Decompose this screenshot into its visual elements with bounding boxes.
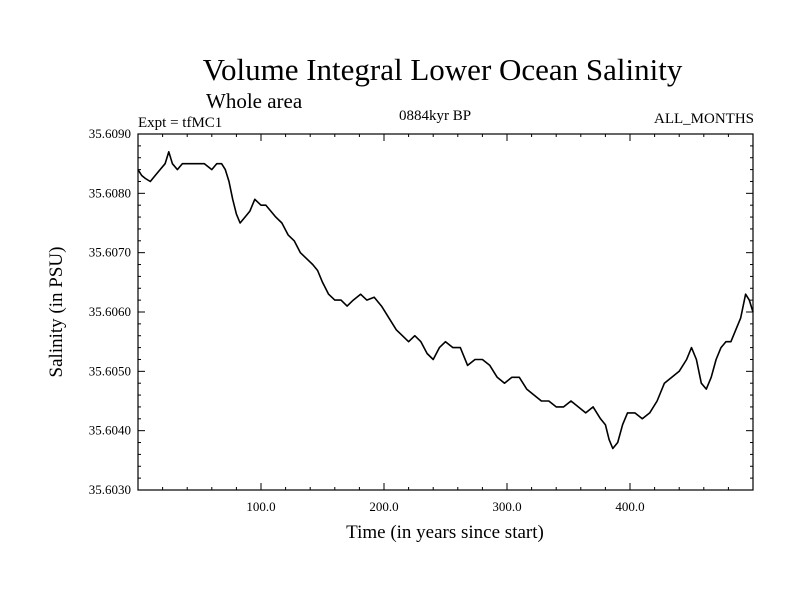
months-label: ALL_MONTHS — [654, 111, 754, 127]
y-tick-label: 35.6040 — [89, 423, 131, 438]
experiment-label: Expt = tfMC1 — [138, 115, 223, 131]
x-tick-label: 300.0 — [492, 499, 521, 514]
y-tick-label: 35.6030 — [89, 482, 131, 497]
x-tick-label: 200.0 — [369, 499, 398, 514]
x-tick-label: 100.0 — [246, 499, 275, 514]
y-tick-label: 35.6080 — [89, 185, 131, 200]
chart-subtitle: Whole area — [206, 89, 303, 113]
y-tick-label: 35.6060 — [89, 304, 131, 319]
x-tick-label: 400.0 — [615, 499, 644, 514]
salinity-line — [137, 151, 754, 450]
y-tick-label: 35.6070 — [89, 245, 131, 260]
x-axis-label: Time (in years since start) — [346, 522, 544, 543]
chart-title: Volume Integral Lower Ocean Salinity — [202, 52, 683, 87]
y-tick-label: 35.6050 — [89, 363, 131, 378]
period-label: 0884kyr BP — [399, 108, 472, 124]
y-tick-label: 35.6090 — [89, 126, 131, 141]
y-axis-label: Salinity (in PSU) — [46, 247, 67, 378]
